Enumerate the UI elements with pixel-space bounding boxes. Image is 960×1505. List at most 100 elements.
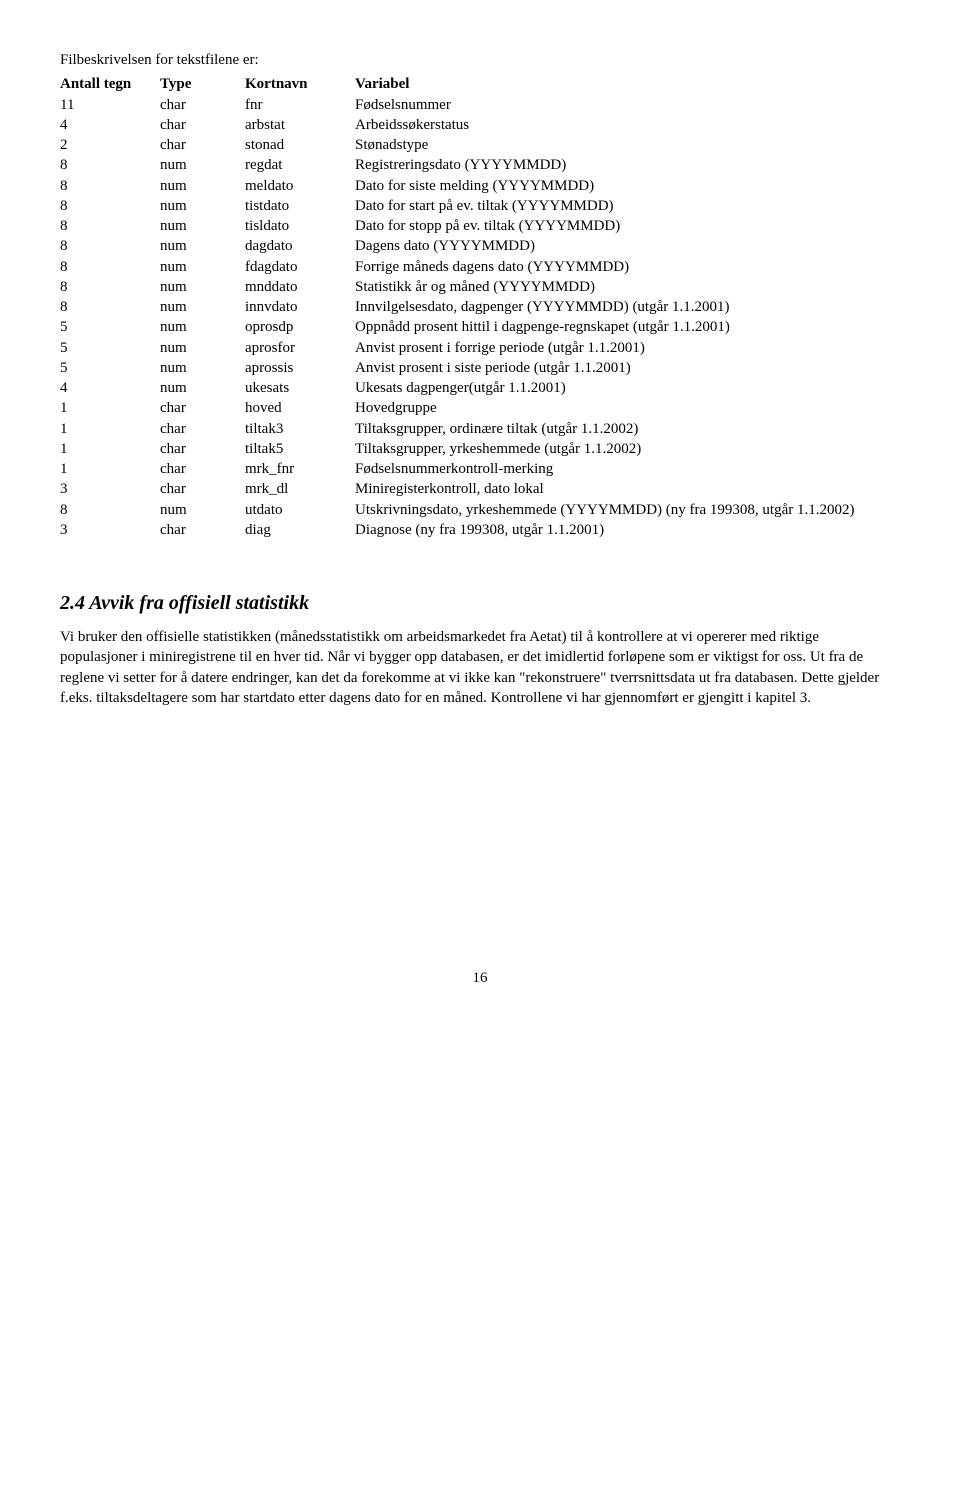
cell-type: num (160, 155, 245, 175)
table-row: 8numutdatoUtskrivningsdato, yrkeshemmede… (60, 500, 855, 520)
cell-variabel: Dagens dato (YYYYMMDD) (355, 236, 855, 256)
cell-type: num (160, 257, 245, 277)
cell-type: char (160, 459, 245, 479)
table-row: 3charmrk_dlMiniregisterkontroll, dato lo… (60, 479, 855, 499)
cell-kortnavn: meldato (245, 176, 355, 196)
cell-variabel: Statistikk år og måned (YYYYMMDD) (355, 277, 855, 297)
cell-kortnavn: hoved (245, 398, 355, 418)
cell-type: num (160, 277, 245, 297)
cell-type: num (160, 378, 245, 398)
cell-variabel: Arbeidssøkerstatus (355, 115, 855, 135)
cell-kortnavn: arbstat (245, 115, 355, 135)
section-body: Vi bruker den offisielle statistikken (m… (60, 627, 900, 708)
table-row: 1charhovedHovedgruppe (60, 398, 855, 418)
cell-kortnavn: tistdato (245, 196, 355, 216)
cell-kortnavn: innvdato (245, 297, 355, 317)
table-row: 8numfdagdatoForrige måneds dagens dato (… (60, 257, 855, 277)
table-row: 8nummeldatoDato for siste melding (YYYYM… (60, 176, 855, 196)
cell-variabel: Registreringsdato (YYYYMMDD) (355, 155, 855, 175)
cell-antall: 8 (60, 155, 160, 175)
cell-kortnavn: ukesats (245, 378, 355, 398)
cell-type: num (160, 176, 245, 196)
cell-type: char (160, 398, 245, 418)
cell-antall: 5 (60, 338, 160, 358)
cell-kortnavn: stonad (245, 135, 355, 155)
cell-antall: 11 (60, 95, 160, 115)
cell-antall: 4 (60, 378, 160, 398)
table-row: 8numtistdatoDato for start på ev. tiltak… (60, 196, 855, 216)
cell-variabel: Dato for start på ev. tiltak (YYYYMMDD) (355, 196, 855, 216)
table-row: 3chardiagDiagnose (ny fra 199308, utgår … (60, 520, 855, 540)
file-spec-table: Antall tegn Type Kortnavn Variabel 11cha… (60, 74, 855, 540)
table-row: 1chartiltak3Tiltaksgrupper, ordinære til… (60, 419, 855, 439)
table-row: 4numukesatsUkesats dagpenger(utgår 1.1.2… (60, 378, 855, 398)
cell-antall: 8 (60, 196, 160, 216)
cell-antall: 8 (60, 500, 160, 520)
table-row: 5numoprosdpOppnådd prosent hittil i dagp… (60, 317, 855, 337)
th-antall: Antall tegn (60, 74, 160, 94)
cell-kortnavn: fdagdato (245, 257, 355, 277)
cell-kortnavn: fnr (245, 95, 355, 115)
cell-type: char (160, 479, 245, 499)
cell-antall: 8 (60, 257, 160, 277)
cell-antall: 1 (60, 398, 160, 418)
cell-variabel: Tiltaksgrupper, yrkeshemmede (utgår 1.1.… (355, 439, 855, 459)
cell-variabel: Dato for stopp på ev. tiltak (YYYYMMDD) (355, 216, 855, 236)
cell-antall: 5 (60, 317, 160, 337)
cell-variabel: Innvilgelsesdato, dagpenger (YYYYMMDD) (… (355, 297, 855, 317)
table-row: 2charstonadStønadstype (60, 135, 855, 155)
cell-antall: 3 (60, 479, 160, 499)
cell-variabel: Stønadstype (355, 135, 855, 155)
th-variabel: Variabel (355, 74, 855, 94)
cell-antall: 2 (60, 135, 160, 155)
cell-antall: 8 (60, 216, 160, 236)
cell-type: num (160, 196, 245, 216)
cell-variabel: Oppnådd prosent hittil i dagpenge-regnsk… (355, 317, 855, 337)
cell-kortnavn: tisldato (245, 216, 355, 236)
cell-kortnavn: utdato (245, 500, 355, 520)
cell-kortnavn: regdat (245, 155, 355, 175)
cell-type: num (160, 500, 245, 520)
cell-antall: 8 (60, 297, 160, 317)
table-row: 1chartiltak5Tiltaksgrupper, yrkeshemmede… (60, 439, 855, 459)
table-row: 4chararbstatArbeidssøkerstatus (60, 115, 855, 135)
cell-type: char (160, 135, 245, 155)
cell-type: num (160, 297, 245, 317)
cell-type: num (160, 236, 245, 256)
cell-antall: 4 (60, 115, 160, 135)
cell-variabel: Hovedgruppe (355, 398, 855, 418)
table-row: 1charmrk_fnrFødselsnummerkontroll-merkin… (60, 459, 855, 479)
table-row: 8numregdatRegistreringsdato (YYYYMMDD) (60, 155, 855, 175)
cell-variabel: Miniregisterkontroll, dato lokal (355, 479, 855, 499)
table-row: 8numdagdatoDagens dato (YYYYMMDD) (60, 236, 855, 256)
cell-antall: 8 (60, 176, 160, 196)
cell-type: num (160, 216, 245, 236)
cell-antall: 8 (60, 236, 160, 256)
cell-kortnavn: diag (245, 520, 355, 540)
cell-kortnavn: dagdato (245, 236, 355, 256)
cell-kortnavn: tiltak3 (245, 419, 355, 439)
cell-type: char (160, 439, 245, 459)
cell-kortnavn: mnddato (245, 277, 355, 297)
cell-antall: 1 (60, 439, 160, 459)
intro-text: Filbeskrivelsen for tekstfilene er: (60, 50, 900, 70)
cell-type: char (160, 115, 245, 135)
table-row: 8numinnvdatoInnvilgelsesdato, dagpenger … (60, 297, 855, 317)
cell-kortnavn: oprosdp (245, 317, 355, 337)
table-row: 8nummnddatoStatistikk år og måned (YYYYM… (60, 277, 855, 297)
table-row: 5numaprosforAnvist prosent i forrige per… (60, 338, 855, 358)
th-type: Type (160, 74, 245, 94)
cell-type: char (160, 520, 245, 540)
cell-variabel: Tiltaksgrupper, ordinære tiltak (utgår 1… (355, 419, 855, 439)
cell-antall: 5 (60, 358, 160, 378)
cell-variabel: Anvist prosent i forrige periode (utgår … (355, 338, 855, 358)
cell-variabel: Dato for siste melding (YYYYMMDD) (355, 176, 855, 196)
page-number: 16 (60, 968, 900, 988)
table-row: 5numaprossisAnvist prosent i siste perio… (60, 358, 855, 378)
th-kortnavn: Kortnavn (245, 74, 355, 94)
section-heading: 2.4 Avvik fra offisiell statistikk (60, 590, 900, 617)
cell-variabel: Utskrivningsdato, yrkeshemmede (YYYYMMDD… (355, 500, 855, 520)
cell-type: char (160, 95, 245, 115)
cell-variabel: Forrige måneds dagens dato (YYYYMMDD) (355, 257, 855, 277)
cell-type: char (160, 419, 245, 439)
